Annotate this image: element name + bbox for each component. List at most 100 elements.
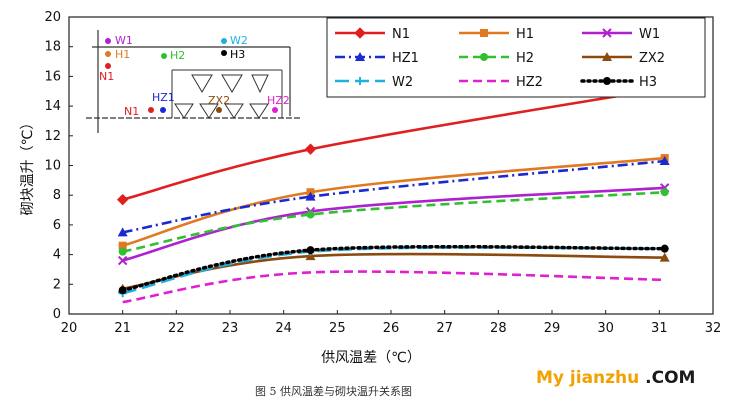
series-h3 [118,244,669,295]
y-tick-label: 10 [44,159,61,174]
inset-label-h3: H3 [230,48,245,61]
y-axis-label: 砌块温升（℃） [20,116,36,216]
legend-marker [480,29,488,37]
x-tick-label: 20 [61,321,78,336]
x-tick-label: 29 [544,321,561,336]
legend-item-w2: W2 [335,75,413,90]
inset-point-hz2 [272,107,278,113]
watermark: My jianzhu .COM [536,368,695,388]
inset-block-2 [221,74,243,93]
legend-marker [356,77,364,85]
inset-label-h2: H2 [170,49,185,62]
inset-point-h1 [105,51,111,57]
y-tick-label: 6 [53,218,61,233]
inset-label-n1-outer: N1 [99,70,114,83]
x-tick-label: 25 [329,321,346,336]
y-tick-label: 12 [44,129,61,144]
data-point-zx2 [659,252,670,262]
data-point-h3 [660,244,669,253]
legend-item-n1: N1 [335,27,410,42]
legend-label: W2 [392,75,413,90]
inset-point-n1-inner [148,107,154,113]
inset-diagram: W1 W2 H1 H2 H3 N1 N1 HZ1 ZX2 HZ2 [86,30,300,133]
legend-item-hz1: HZ1 [335,51,419,66]
legend-marker [602,52,612,61]
x-tick-label: 21 [114,321,131,336]
data-point-hz1 [305,191,316,201]
inset-point-h3 [221,50,227,56]
legend-item-zx2: ZX2 [582,51,665,66]
legend-marker [354,27,366,39]
x-tick-label: 23 [222,321,239,336]
legend-label: ZX2 [639,51,665,66]
inset-point-n1-outer [105,63,111,69]
x-axis-label: 供风温差（℃） [321,350,421,366]
legend-label: HZ1 [392,51,419,66]
x-tick-label: 28 [490,321,507,336]
inset-block-5 [199,103,219,119]
data-point-n1 [116,193,129,206]
legend-item-h2: H2 [459,51,534,66]
legend-item-hz2: HZ2 [459,75,543,90]
x-tick-label: 26 [383,321,400,336]
data-point-h2 [306,210,315,219]
inset-point-h2 [161,53,167,59]
legend-label: W1 [639,27,660,42]
legend-item-h3: H3 [580,75,657,90]
legend: N1 H1 W1 HZ1 H2 ZX2 W2 HZ2 H3 [326,17,706,98]
y-tick-label: 4 [53,248,61,263]
data-point-h3 [306,246,315,255]
inset-point-w2 [221,38,227,44]
legend-label: N1 [392,27,410,42]
legend-marker [480,53,488,61]
inset-label-h1: H1 [115,48,130,61]
watermark-part1: My jianzhu [536,368,640,388]
inset-label-hz1: HZ1 [152,91,175,104]
legend-label: H2 [516,51,534,66]
series-layer [116,82,671,304]
legend-marker [603,77,611,85]
series-line-hz1 [122,159,665,234]
y-tick-label: 14 [44,99,61,114]
watermark-part2: .COM [639,368,696,388]
y-tick-label: 18 [44,40,61,55]
legend-label: HZ2 [516,75,543,90]
inset-block-7 [249,103,269,119]
data-point-h3 [118,286,127,295]
data-point-w1 [117,255,128,266]
legend-label: H3 [639,75,657,90]
series-line-h3 [120,244,667,292]
inset-label-hz2: HZ2 [267,94,290,107]
series-line-h1 [122,156,665,247]
y-tick-label: 8 [53,188,61,203]
data-point-hz1 [117,227,128,237]
figure-caption: 图 5 供风温差与砌块温升关系图 [255,385,412,398]
series-line-h2 [122,190,665,253]
inset-label-zx2: ZX2 [208,94,230,107]
y-tick-label: 0 [53,307,61,322]
legend-item-h1: H1 [459,27,534,42]
inset-point-w1 [105,38,111,44]
legend-item-w1: W1 [582,27,660,42]
data-point-h1 [118,241,127,250]
x-tick-label: 32 [705,321,722,336]
series-hz2 [122,270,665,304]
series-line-w1 [122,186,665,262]
inset-point-hz1 [160,107,166,113]
legend-marker [602,28,612,38]
x-tick-label: 24 [275,321,292,336]
series-hz1 [117,156,670,237]
x-tick-label: 30 [597,321,614,336]
y-tick-label: 2 [53,277,61,292]
inset-label-w2: W2 [230,34,248,47]
inset-point-zx2 [216,107,222,113]
series-h2 [118,188,669,256]
y-tick-label: 20 [44,10,61,25]
inset-label-n1-inner: N1 [124,105,139,118]
data-point-h2 [118,247,127,256]
axes-frame: 20 21 22 23 24 25 26 27 28 29 30 31 3202468101214161… [20,10,721,366]
x-tick-label: 31 [651,321,668,336]
inset-block-3 [251,74,269,94]
data-point-n1 [304,143,317,155]
